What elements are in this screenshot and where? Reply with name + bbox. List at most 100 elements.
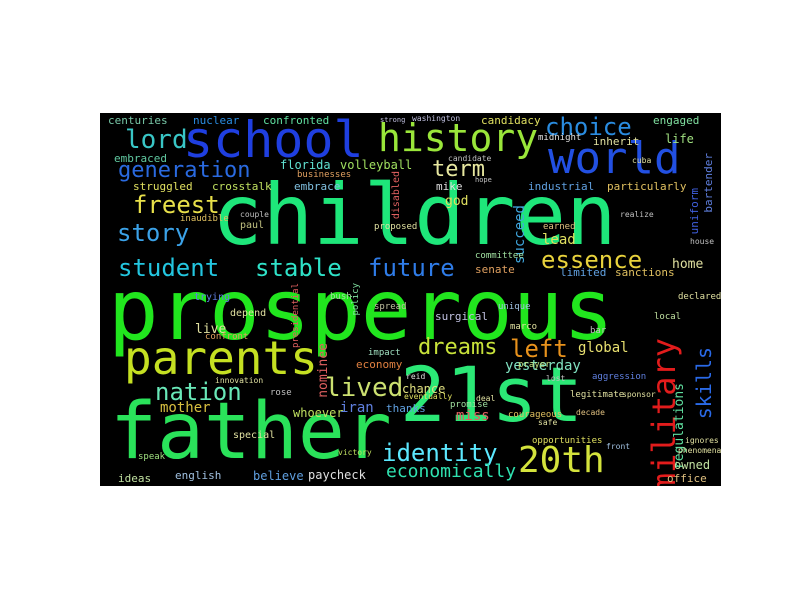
word-mother: mother xyxy=(160,400,211,416)
word-lead: lead xyxy=(542,232,576,248)
word-essence: essence xyxy=(541,246,643,274)
word-centuries: centuries xyxy=(108,114,168,127)
word-phenomenal: phenomenal xyxy=(678,446,721,455)
word-trying: trying xyxy=(194,292,231,303)
word-house: house xyxy=(690,237,715,246)
word-dreams: dreams xyxy=(418,335,498,360)
word-confronted: confronted xyxy=(263,114,330,127)
word-chance: chance xyxy=(402,382,446,396)
word-father: father xyxy=(110,387,392,477)
word-cloud: prosperous children father 21st school w… xyxy=(100,113,721,486)
word-lived: lived xyxy=(325,373,404,403)
word-nominee: nominee xyxy=(316,343,331,398)
word-mike: mike xyxy=(436,180,463,193)
word-industrial: industrial xyxy=(528,180,595,193)
word-declared: declared xyxy=(678,292,721,302)
word-story: story xyxy=(117,219,190,247)
word-realize: realize xyxy=(620,210,654,219)
word-believe: believe xyxy=(253,469,304,483)
word-iran: iran xyxy=(340,400,374,416)
word-policy: policy xyxy=(351,283,361,316)
word-skills: skills xyxy=(692,347,716,420)
word-volleyball: volleyball xyxy=(340,158,413,172)
word-earned: earned xyxy=(543,222,576,232)
word-florida: florida xyxy=(280,158,331,172)
word-candidate: candidate xyxy=(448,154,492,163)
word-stable: stable xyxy=(255,254,342,282)
word-whoever: whoever xyxy=(293,406,344,420)
word-economy: economy xyxy=(356,358,403,371)
word-home: home xyxy=(672,257,704,272)
word-miss: miss xyxy=(456,408,490,424)
word-future: future xyxy=(368,254,455,282)
word-student: student xyxy=(118,254,220,282)
word-front: front xyxy=(606,442,631,451)
word-businesses: businesses xyxy=(297,170,352,180)
word-deal: deal xyxy=(476,394,496,403)
word-strong: strong xyxy=(380,116,406,124)
word-unique: unique xyxy=(498,302,531,312)
word-live: live xyxy=(195,322,227,337)
word-opportunities: opportunities xyxy=(532,436,603,446)
word-choice: choice xyxy=(545,113,632,141)
word-embraced: embraced xyxy=(114,152,167,165)
word-marco: marco xyxy=(510,322,538,332)
word-innovation: innovation xyxy=(215,376,264,385)
word-lost: lost xyxy=(546,374,566,383)
word-term: term xyxy=(432,157,485,182)
word-proposed: proposed xyxy=(374,222,418,232)
word-courageous: courageous xyxy=(508,410,563,420)
word-lord: lord xyxy=(125,125,188,155)
word-decade: decade xyxy=(576,408,605,417)
word-freest: freest xyxy=(133,191,220,219)
word-bar: bar xyxy=(590,326,607,336)
word-committee: committee xyxy=(475,251,524,261)
word-inaudible: inaudible xyxy=(180,214,229,224)
word-disabled: disabled xyxy=(391,171,402,220)
word-speak: speak xyxy=(138,452,166,462)
word-impact: impact xyxy=(368,348,401,358)
word-global: global xyxy=(578,340,629,356)
word-engaged: engaged xyxy=(653,114,700,127)
word-owned: owned xyxy=(674,458,711,472)
word-struggled: struggled xyxy=(133,180,193,193)
word-limited: limited xyxy=(560,266,607,279)
word-school: school xyxy=(183,113,364,169)
word-parents: parents xyxy=(124,331,318,385)
word-presidential: presidential xyxy=(291,283,301,349)
word-left: left xyxy=(510,335,568,363)
word-senate: senate xyxy=(475,263,515,276)
word-ignores: ignores xyxy=(685,436,719,445)
word-promise: promise xyxy=(450,400,488,410)
word-life: life xyxy=(665,132,694,146)
word-rose: rose xyxy=(270,388,292,398)
word-nation: nation xyxy=(155,378,242,406)
word-sanctions: sanctions xyxy=(615,266,675,279)
word-uniform: uniform xyxy=(688,188,701,235)
word-prayer: prayer xyxy=(518,360,551,370)
word-yesterday: yesterday xyxy=(505,358,581,374)
word-nuclear: nuclear xyxy=(193,114,240,127)
word-eventually: eventually xyxy=(404,392,453,401)
word-reid: reid xyxy=(406,372,426,381)
word-inherit: inherit xyxy=(593,135,640,148)
word-sponsor: sponsor xyxy=(622,390,656,399)
word-washington: washington xyxy=(412,114,461,123)
word-safe: safe xyxy=(538,418,558,427)
word-victory: victory xyxy=(338,448,372,457)
word-regulations: regulations xyxy=(672,383,687,470)
word-confront: confront xyxy=(205,332,249,342)
word-hope: hope xyxy=(475,176,492,184)
word-god: god xyxy=(445,194,469,209)
word-local: local xyxy=(654,312,682,322)
word-office: office xyxy=(667,472,707,485)
word-depend: depend xyxy=(230,308,267,319)
word-cuba: cuba xyxy=(632,156,652,165)
word-21st: 21st xyxy=(400,350,584,439)
word-aggression: aggression xyxy=(592,372,647,382)
word-candidacy: candidacy xyxy=(481,114,541,127)
word-history: history xyxy=(378,116,539,160)
word-legitimate: legitimate xyxy=(570,390,625,400)
word-embrace: embrace xyxy=(294,180,341,193)
word-paycheck: paycheck xyxy=(308,468,366,482)
